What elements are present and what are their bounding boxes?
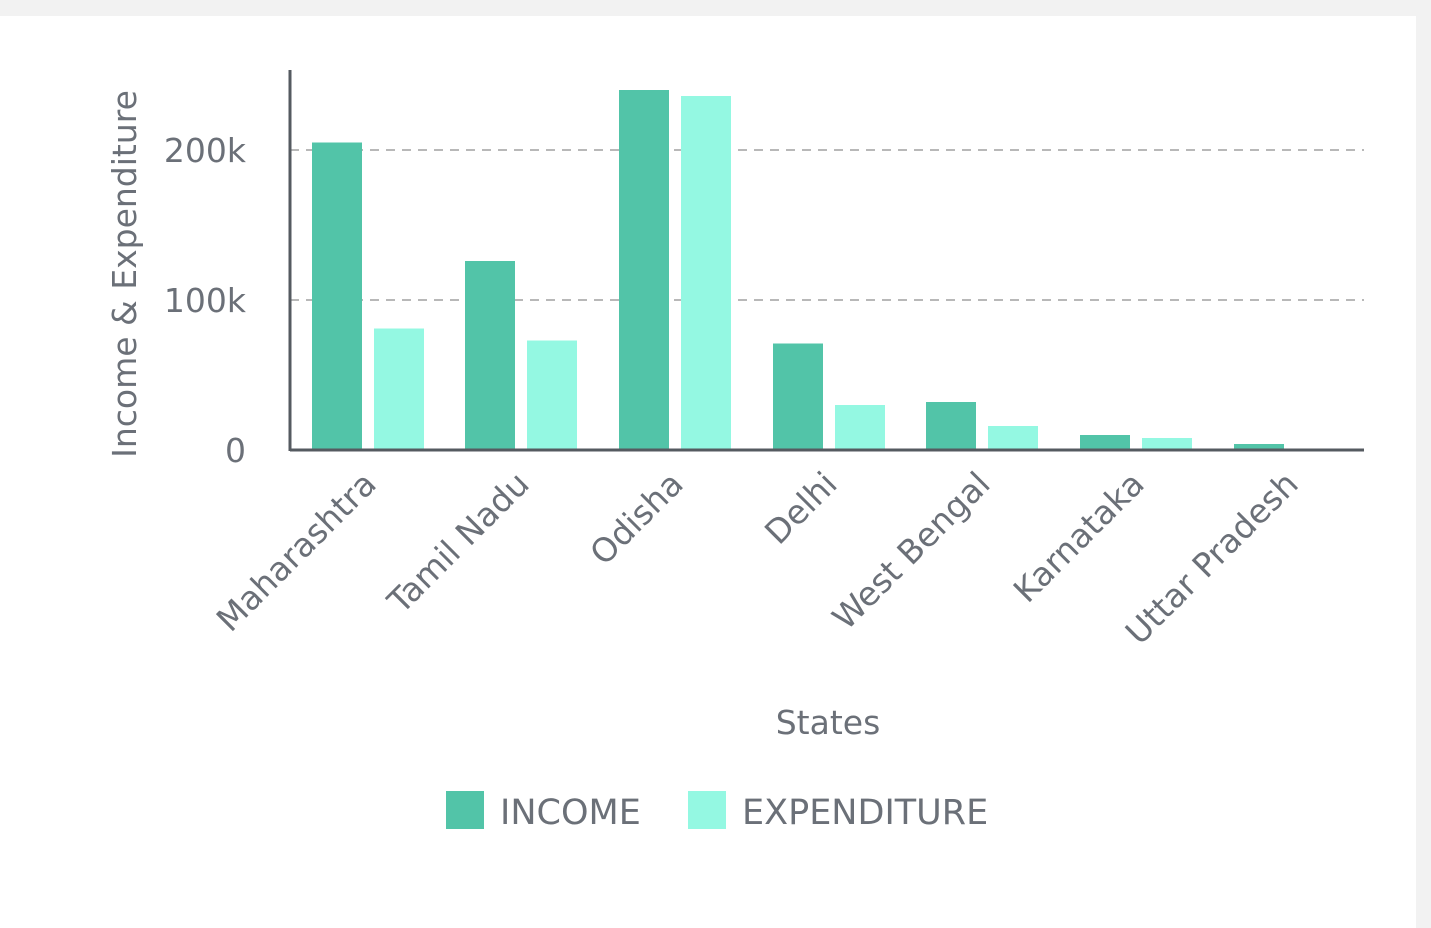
- y-axis-title: Income & Expenditure: [105, 90, 144, 458]
- chart-card: 0 100k 200k Maharashtra Tamil Nadu Odisha Del…: [0, 16, 1416, 928]
- bar-income-odisha: [619, 90, 669, 450]
- x-tick-label: Karnataka: [1006, 464, 1152, 610]
- bar-income-maharashtra: [312, 142, 362, 450]
- bar-income-karnataka: [1080, 435, 1130, 450]
- y-tick-labels: 0 100k 200k: [164, 131, 247, 470]
- bar-expenditure-maharashtra: [374, 328, 424, 450]
- bar-expenditure-odisha: [681, 96, 731, 450]
- x-tick-label: Odisha: [582, 464, 690, 572]
- bar-income-west-bengal: [926, 402, 976, 450]
- bar-income-uttar-pradesh: [1234, 444, 1284, 450]
- x-tick-label: Delhi: [757, 464, 845, 552]
- legend-swatch-income: [446, 791, 484, 829]
- x-tick-label: Tamil Nadu: [379, 464, 536, 621]
- legend-label-income: INCOME: [500, 793, 641, 833]
- bar-expenditure-karnataka: [1142, 438, 1192, 450]
- legend-swatch-expenditure: [688, 791, 726, 829]
- y-tick-label: 0: [225, 431, 246, 470]
- x-axis-title: States: [776, 703, 881, 742]
- legend: INCOME EXPENDITURE: [446, 791, 988, 833]
- bar-income-tamil-nadu: [465, 261, 515, 450]
- bars: [312, 90, 1284, 450]
- legend-label-expenditure: EXPENDITURE: [742, 793, 988, 833]
- y-tick-label: 100k: [164, 281, 247, 320]
- gridlines: [290, 149, 1364, 301]
- bar-expenditure-delhi: [835, 405, 885, 450]
- axes: [288, 70, 1364, 452]
- bar-expenditure-tamil-nadu: [527, 340, 577, 450]
- x-tick-label: West Bengal: [825, 464, 998, 637]
- bar-income-delhi: [773, 343, 823, 450]
- x-tick-label: Maharashtra: [209, 464, 384, 639]
- y-tick-label: 200k: [164, 131, 247, 170]
- bar-expenditure-west-bengal: [988, 426, 1038, 450]
